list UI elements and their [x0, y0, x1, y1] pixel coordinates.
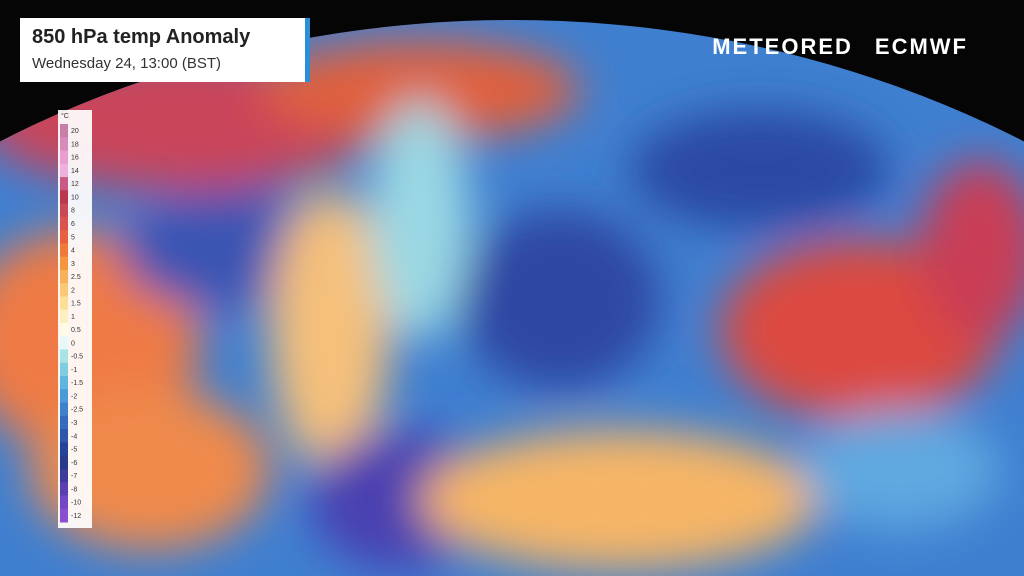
legend-label: -2.5: [71, 407, 83, 414]
legend-label: -2: [71, 393, 77, 400]
legend-swatch: [60, 402, 68, 417]
legend-swatch: [60, 216, 68, 231]
title-panel: 850 hPa temp Anomaly Wednesday 24, 13:00…: [20, 18, 310, 82]
color-legend: °C 20 18 16 14 12 10 8 6 5 4 3 2.5 2 1.5 1 0.5 0 -0.5 -1 -1…: [58, 110, 92, 528]
map-title: 850 hPa temp Anomaly: [32, 26, 251, 48]
legend-swatch: [60, 349, 68, 364]
legend-swatch: [60, 482, 68, 496]
legend-swatch: [60, 309, 68, 324]
legend-swatch: [60, 256, 68, 271]
legend-label: 0.5: [71, 327, 81, 334]
legend-label: 2: [71, 287, 75, 294]
legend-label: -5: [71, 447, 77, 454]
legend-label: -1: [71, 367, 77, 374]
legend-label: 4: [71, 248, 75, 255]
map-subtitle: Wednesday 24, 13:00 (BST): [32, 55, 221, 72]
legend-label: 20: [71, 128, 79, 135]
legend-label: 14: [71, 168, 79, 175]
legend-label: -3: [71, 420, 77, 427]
legend-label: 3: [71, 261, 75, 268]
legend-swatch: [60, 203, 68, 218]
legend-swatch: [60, 442, 68, 457]
legend-swatch: [60, 336, 68, 351]
legend-label: 1.5: [71, 301, 81, 308]
legend-swatch: [60, 508, 68, 523]
legend-unit: °C: [61, 112, 69, 120]
legend-swatch: [60, 389, 68, 404]
logo-ecmwf: ECMWF: [874, 34, 968, 59]
legend-swatch: [60, 150, 68, 165]
legend-label: 18: [71, 141, 79, 148]
legend-swatch: [60, 296, 68, 311]
legend-swatch: [60, 283, 68, 297]
legend-label: 1: [71, 314, 75, 321]
legend-label: 12: [71, 181, 79, 188]
legend-swatch: [60, 429, 68, 443]
legend-swatch: [60, 137, 68, 152]
legend-label: -12: [71, 513, 81, 520]
legend-label: 8: [71, 208, 75, 215]
legend-label: -10: [71, 500, 81, 507]
logo-meteored: METEORED: [712, 34, 853, 59]
legend-label: 16: [71, 155, 79, 162]
legend-label: 10: [71, 194, 79, 201]
legend-label: 0: [71, 340, 75, 347]
legend-swatch: [60, 243, 68, 258]
legend-swatch: [60, 468, 68, 483]
legend-label: 6: [71, 221, 75, 228]
legend-swatch: [60, 190, 68, 205]
legend-label: -0.5: [71, 354, 83, 361]
legend-swatch: [60, 455, 68, 470]
legend-label: -1.5: [71, 380, 83, 387]
legend-label: 5: [71, 234, 75, 241]
legend-swatch: [60, 323, 68, 337]
legend-swatch: [60, 230, 68, 244]
legend-label: -8: [71, 486, 77, 493]
legend-scale: °C 20 18 16 14 12 10 8 6 5 4 3 2.5 2 1.5 1 0.5 0 -0.5 -1 -1…: [60, 112, 83, 523]
legend-label: -6: [71, 460, 77, 467]
legend-swatch: [60, 415, 68, 430]
legend-label: 2.5: [71, 274, 81, 281]
legend-swatch: [60, 124, 68, 138]
legend-swatch: [60, 269, 68, 284]
legend-swatch: [60, 163, 68, 178]
logos: METEORED ECMWF: [712, 34, 968, 60]
legend-swatch: [60, 376, 68, 390]
legend-swatch: [60, 362, 68, 377]
legend-swatch: [60, 177, 68, 191]
legend-label: -4: [71, 433, 77, 440]
legend-label: -7: [71, 473, 77, 480]
legend-swatch: [60, 495, 68, 510]
